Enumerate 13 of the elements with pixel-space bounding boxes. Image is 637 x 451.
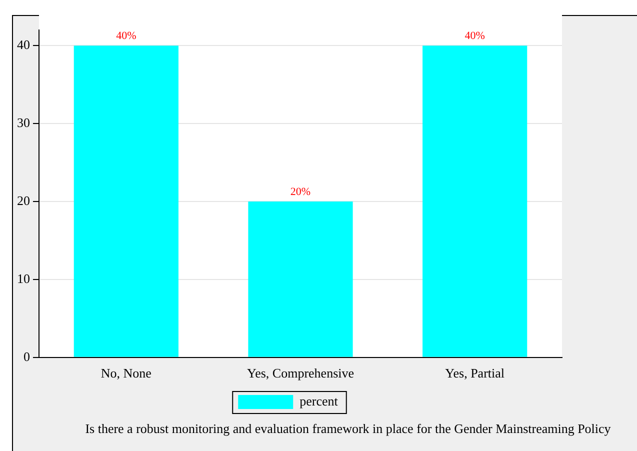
x-tick-label: Yes, Partial <box>445 366 505 381</box>
data-label: 40% <box>464 30 485 42</box>
y-tick-label: 20 <box>17 192 30 208</box>
data-label: 40% <box>116 30 136 42</box>
y-tick-label: 30 <box>17 114 30 130</box>
legend-label: percent <box>300 393 338 408</box>
x-tick-label: No, None <box>100 366 152 381</box>
y-tick-label: 40 <box>17 37 30 52</box>
text: Is there a robust monitoring and evaluation framework in place for the Gender Mainstreaming Policy <box>85 421 612 436</box>
x-tick-label: Yes, Comprehensive <box>246 366 354 381</box>
y-tick-label: 0 <box>24 348 30 364</box>
y-tick-label: 10 <box>17 270 30 286</box>
data-label: 20% <box>290 186 311 198</box>
